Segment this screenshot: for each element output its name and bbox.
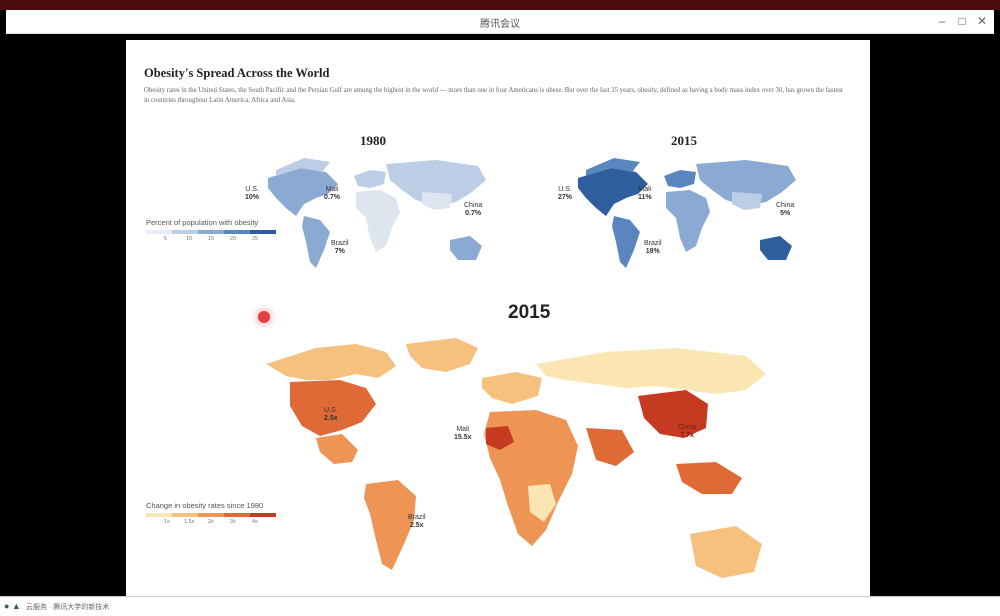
legend-change-title: Change in obesity rates since 1980: [146, 501, 264, 510]
legend-percent-ticks: 5 10 15 20 25: [164, 236, 259, 242]
top-strip: [0, 0, 1000, 10]
legend-change-ticks: 1x 1.5x 2x 3x 4x: [164, 519, 258, 525]
legend-percent-bar: [146, 230, 276, 234]
map-2015-large-title: 2015: [508, 302, 551, 323]
label-us-2015-small: U.S. 27%: [558, 186, 573, 201]
user-icon[interactable]: ● ▲: [4, 601, 21, 611]
label-mali-2015-large: Mali 15.5x: [454, 426, 472, 441]
slide-intro: Obesity rates in the United States, the …: [144, 87, 843, 104]
pointer-dot: [258, 311, 270, 323]
window-title: 腾讯会议: [480, 19, 520, 30]
map-2015-small-title: 2015: [671, 133, 697, 148]
label-brazil-2015-small: Brazil 18%: [644, 240, 662, 255]
label-us-2015-large: U.S. 2.5x: [324, 407, 338, 422]
label-china-2015-small: China 5%: [776, 202, 795, 217]
slide-headline: Obesity's Spread Across the World: [144, 66, 330, 80]
taskbar: ● ▲ 云服务 · 腾讯大学的新技术: [0, 596, 1000, 616]
label-china-1980: China 0.7%: [464, 202, 483, 217]
map-2015-small: [578, 158, 796, 268]
slide: Obesity's Spread Across the World Obesit…: [126, 40, 870, 596]
label-brazil-1980: Brazil 7%: [331, 240, 349, 255]
legend-percent-title: Percent of population with obesity: [146, 218, 259, 227]
legend-change: Change in obesity rates since 1980 1x 1.…: [146, 501, 276, 526]
label-us-1980: U.S. 10%: [245, 186, 260, 201]
map-2015-large: [266, 338, 766, 578]
legend-change-bar: [146, 513, 276, 517]
map-1980: [268, 158, 486, 268]
taskbar-text: 云服务 · 腾讯大学的新技术: [26, 604, 110, 611]
label-mali-1980: Mali 0.7%: [324, 186, 340, 201]
minimize-icon[interactable]: –: [938, 14, 946, 28]
maximize-icon[interactable]: □: [958, 14, 966, 28]
shared-screen: Obesity's Spread Across the World Obesit…: [6, 34, 994, 596]
label-china-2015-large: China 7.7x: [678, 424, 697, 439]
map-1980-title: 1980: [360, 133, 386, 148]
label-mali-2015-small: Mali 11%: [638, 186, 652, 201]
legend-percent: Percent of population with obesity 5 10 …: [146, 218, 276, 243]
label-brazil-2015-large: Brazil 2.5x: [408, 514, 426, 529]
close-icon[interactable]: ✕: [976, 14, 988, 28]
window-titlebar: 腾讯会议 – □ ✕: [6, 10, 994, 34]
